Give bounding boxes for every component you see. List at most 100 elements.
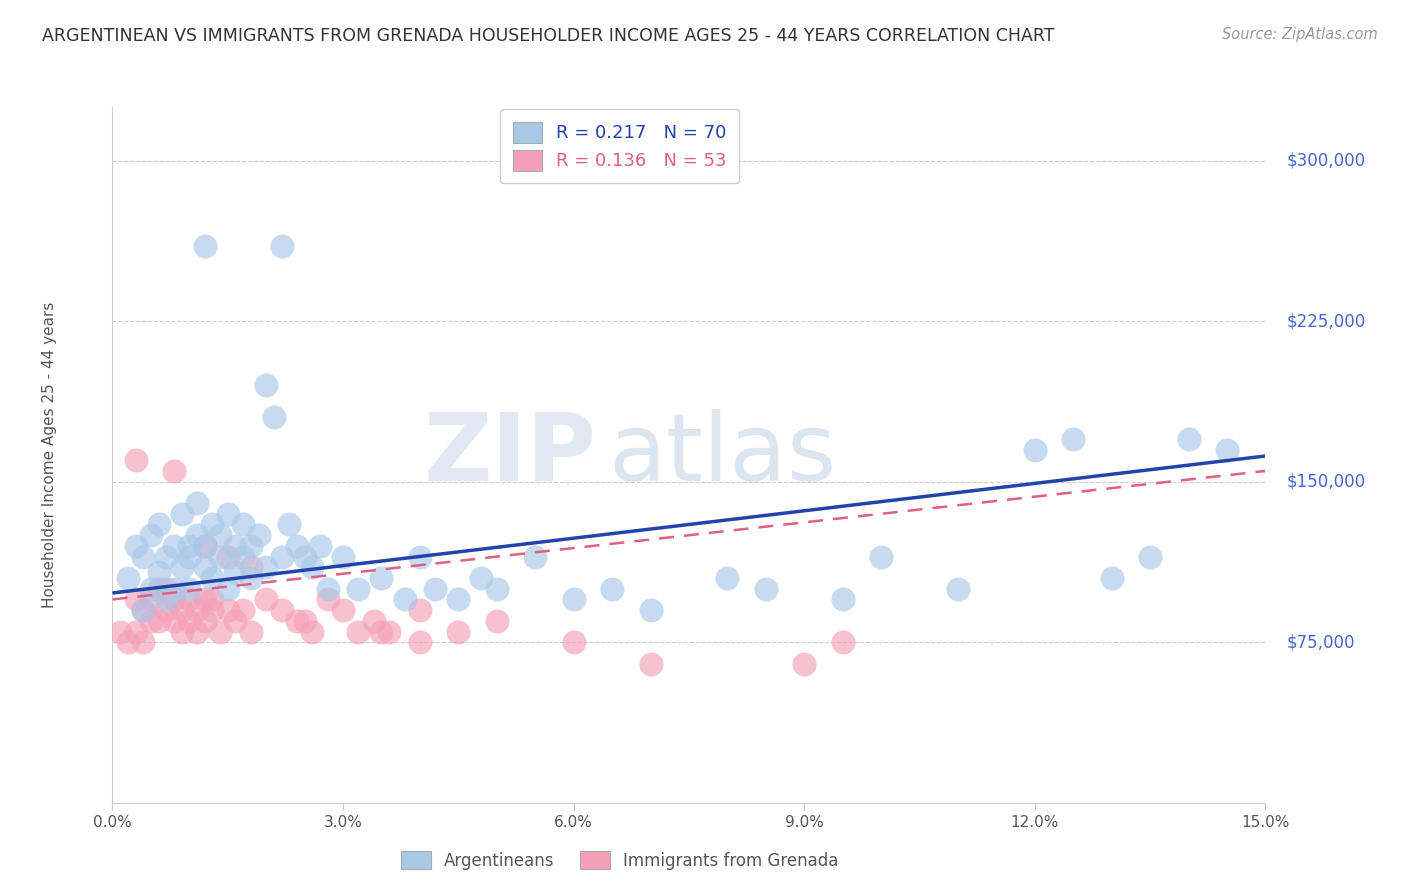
Point	[640, 657, 662, 671]
Point	[716, 571, 738, 585]
Point	[224, 614, 246, 628]
Point	[179, 539, 201, 553]
Point	[194, 239, 217, 253]
Point	[163, 539, 186, 553]
Point	[108, 624, 131, 639]
Point	[755, 582, 778, 596]
Point	[179, 592, 201, 607]
Point	[139, 614, 162, 628]
Point	[224, 565, 246, 579]
Point	[186, 528, 208, 542]
Point	[217, 582, 239, 596]
Text: ARGENTINEAN VS IMMIGRANTS FROM GRENADA HOUSEHOLDER INCOME AGES 25 - 44 YEARS COR: ARGENTINEAN VS IMMIGRANTS FROM GRENADA H…	[42, 27, 1054, 45]
Text: Source: ZipAtlas.com: Source: ZipAtlas.com	[1222, 27, 1378, 42]
Point	[316, 582, 339, 596]
Point	[793, 657, 815, 671]
Point	[209, 528, 232, 542]
Point	[409, 603, 432, 617]
Point	[294, 549, 316, 564]
Point	[485, 614, 508, 628]
Point	[179, 549, 201, 564]
Text: Householder Income Ages 25 - 44 years: Householder Income Ages 25 - 44 years	[42, 301, 56, 608]
Point	[186, 496, 208, 510]
Point	[394, 592, 416, 607]
Point	[217, 549, 239, 564]
Point	[117, 571, 139, 585]
Point	[370, 571, 392, 585]
Point	[179, 614, 201, 628]
Point	[201, 571, 224, 585]
Point	[232, 603, 254, 617]
Point	[194, 560, 217, 574]
Point	[600, 582, 623, 596]
Point	[179, 582, 201, 596]
Point	[217, 603, 239, 617]
Point	[524, 549, 547, 564]
Point	[163, 582, 186, 596]
Point	[170, 507, 193, 521]
Point	[239, 571, 262, 585]
Point	[363, 614, 385, 628]
Point	[270, 603, 292, 617]
Point	[139, 528, 162, 542]
Point	[186, 603, 208, 617]
Point	[209, 624, 232, 639]
Point	[409, 549, 432, 564]
Point	[285, 614, 308, 628]
Point	[124, 592, 146, 607]
Point	[870, 549, 893, 564]
Legend: Argentineans, Immigrants from Grenada: Argentineans, Immigrants from Grenada	[392, 843, 846, 878]
Text: $150,000: $150,000	[1286, 473, 1365, 491]
Point	[831, 592, 853, 607]
Point	[132, 549, 155, 564]
Point	[370, 624, 392, 639]
Point	[155, 592, 177, 607]
Point	[124, 539, 146, 553]
Point	[562, 592, 585, 607]
Point	[148, 582, 170, 596]
Point	[254, 378, 277, 392]
Point	[254, 560, 277, 574]
Point	[301, 624, 323, 639]
Point	[332, 603, 354, 617]
Point	[186, 624, 208, 639]
Point	[285, 539, 308, 553]
Point	[1216, 442, 1239, 457]
Point	[132, 603, 155, 617]
Point	[946, 582, 969, 596]
Point	[117, 635, 139, 649]
Point	[485, 582, 508, 596]
Text: $300,000: $300,000	[1286, 152, 1365, 169]
Point	[163, 614, 186, 628]
Point	[831, 635, 853, 649]
Point	[132, 603, 155, 617]
Point	[347, 624, 370, 639]
Point	[148, 565, 170, 579]
Point	[124, 624, 146, 639]
Point	[170, 624, 193, 639]
Point	[194, 539, 217, 553]
Point	[201, 603, 224, 617]
Point	[224, 539, 246, 553]
Point	[148, 614, 170, 628]
Point	[470, 571, 492, 585]
Point	[201, 592, 224, 607]
Point	[194, 614, 217, 628]
Point	[239, 539, 262, 553]
Text: ZIP: ZIP	[423, 409, 596, 501]
Point	[425, 582, 447, 596]
Point	[447, 624, 470, 639]
Point	[640, 603, 662, 617]
Point	[1139, 549, 1161, 564]
Point	[124, 453, 146, 467]
Point	[562, 635, 585, 649]
Point	[1024, 442, 1046, 457]
Point	[301, 560, 323, 574]
Point	[209, 549, 232, 564]
Point	[194, 592, 217, 607]
Point	[1062, 432, 1084, 446]
Point	[309, 539, 332, 553]
Point	[239, 560, 262, 574]
Point	[270, 549, 292, 564]
Point	[1101, 571, 1123, 585]
